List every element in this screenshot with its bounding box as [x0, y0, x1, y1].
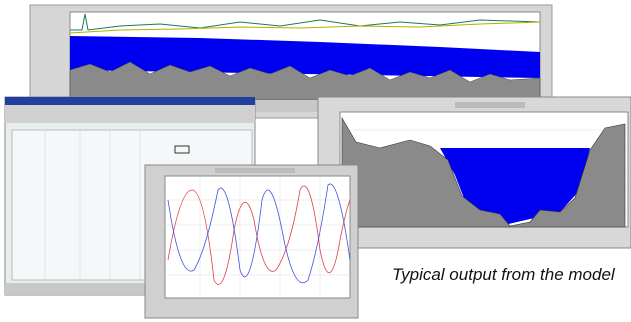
caption: Typical output from the model [392, 263, 631, 287]
time-series-window [145, 165, 358, 318]
cross-section-window [318, 97, 631, 248]
page: Typical output from the model (() => { c… [0, 0, 631, 322]
caption-box: Typical output from the model [392, 263, 631, 322]
